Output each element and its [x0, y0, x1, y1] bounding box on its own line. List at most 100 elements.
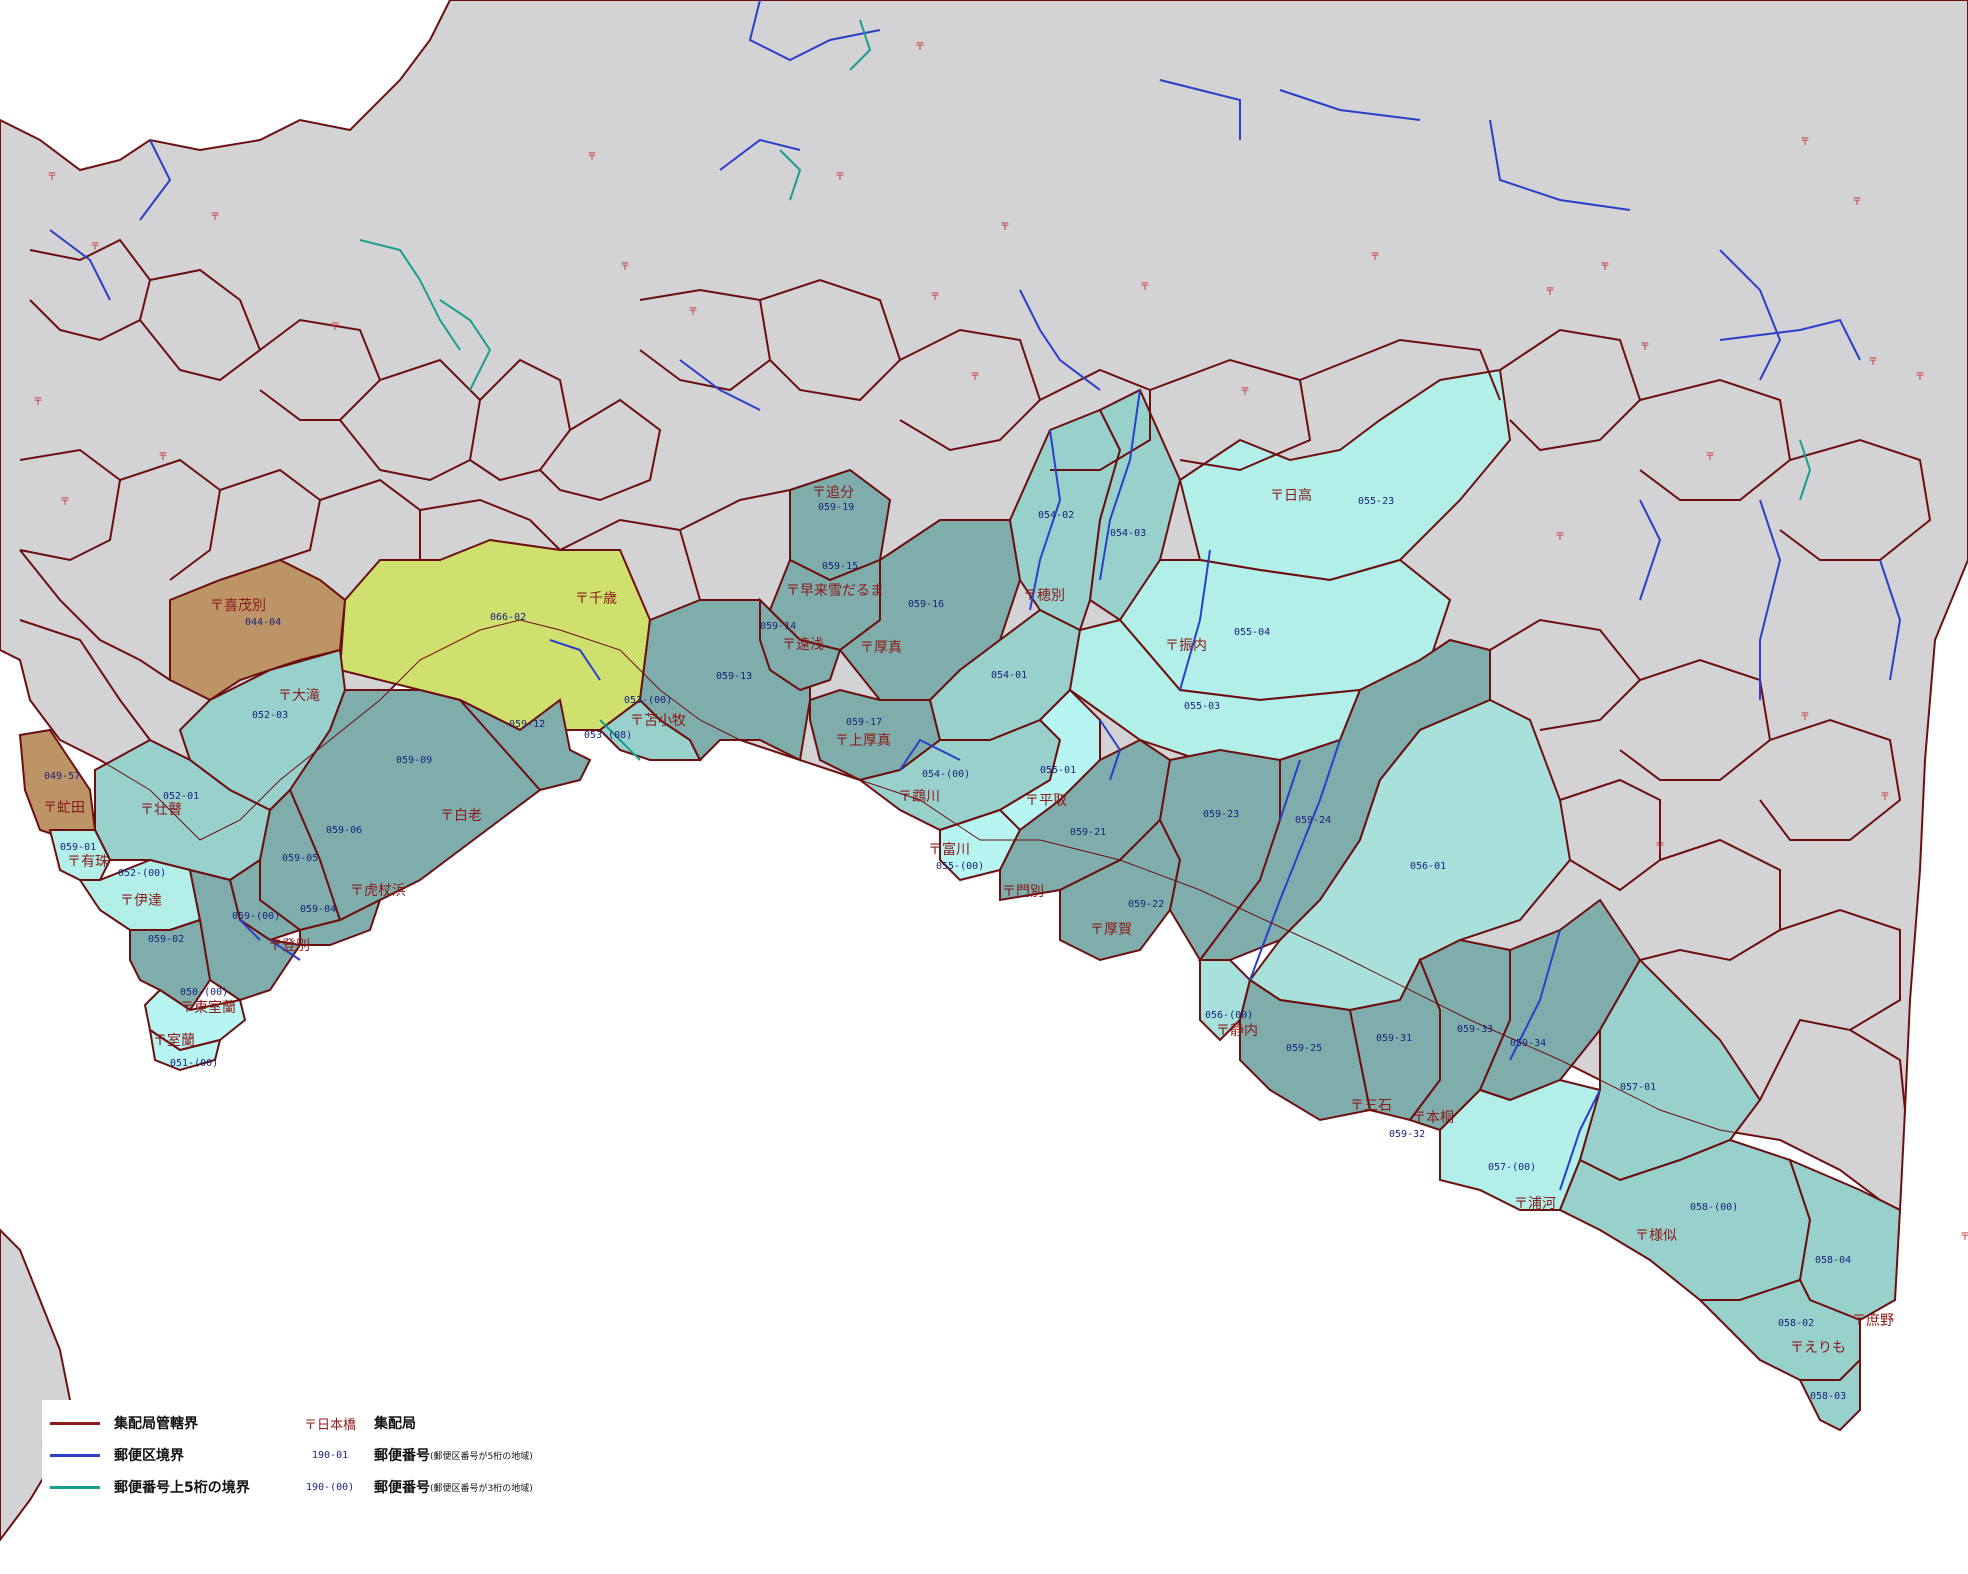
code-label: 059-34	[1510, 1038, 1546, 1049]
code-label: 059-22	[1128, 899, 1164, 910]
office-label-biratori: 〒平取	[1025, 793, 1067, 809]
svg-text:〒: 〒	[620, 262, 630, 273]
code-label: 059-01	[60, 842, 96, 853]
svg-text:〒: 〒	[915, 42, 925, 53]
svg-text:〒: 〒	[1555, 532, 1565, 543]
legend-row-postal: 郵便区境界	[50, 1442, 184, 1468]
legend-row-office: 〒日本橋 集配局	[304, 1410, 416, 1436]
postal-area-boundaries	[49, 0, 1902, 1191]
code-label: 052-(00)	[118, 868, 166, 879]
code-label: 057-(00)	[1488, 1162, 1536, 1173]
legend-postal-label: 郵便区境界	[114, 1448, 184, 1464]
code-label: 059-13	[716, 671, 752, 682]
svg-text:〒: 〒	[90, 242, 100, 253]
code-label: 055-23	[1358, 496, 1394, 507]
code-label: 053-(00)	[624, 695, 672, 706]
legend-code5-note: (郵便区番号が5桁の地域)	[430, 1451, 533, 1462]
code-label: 059-17	[846, 717, 882, 728]
code-label: 055-01	[1040, 765, 1076, 776]
svg-text:〒: 〒	[60, 497, 70, 508]
code-label: 059-31	[1376, 1033, 1412, 1044]
office-label-noboribetsu: 〒登別	[268, 938, 310, 954]
office-label-toasa: 〒遠浅	[782, 637, 824, 653]
svg-text:〒: 〒	[1915, 372, 1925, 383]
code-label: 059-21	[1070, 827, 1106, 838]
code-label: 057-01	[1620, 1082, 1656, 1093]
svg-text:〒: 〒	[1600, 262, 1610, 273]
office-label-honkiri: 〒本桐	[1412, 1110, 1454, 1126]
five-digit-boundaries	[359, 19, 1812, 761]
code-label: 058-(00)	[1690, 1202, 1738, 1213]
svg-text:〒: 〒	[47, 172, 57, 183]
code-label: 054-01	[991, 670, 1027, 681]
legend-code3-sample: 190-(00)	[306, 1481, 355, 1493]
svg-text:〒: 〒	[330, 322, 340, 333]
code-label: 058-04	[1815, 1255, 1851, 1266]
office-label-tomikawa: 〒富川	[928, 841, 970, 858]
coastline	[0, 619, 1901, 1211]
svg-text:〒: 〒	[1880, 792, 1890, 803]
svg-text:〒: 〒	[1800, 712, 1810, 723]
legend-row-code5: 190-01 郵便番号 (郵便区番号が5桁の地域)	[312, 1442, 533, 1468]
code-label: 055-(00)	[936, 861, 984, 872]
office-label-date: 〒伊達	[120, 893, 162, 909]
office-label-furenai: 〒振内	[1165, 638, 1207, 654]
svg-text:〒: 〒	[210, 212, 220, 223]
legend-code3-note: (郵便区番号が3桁の地域)	[430, 1483, 533, 1494]
legend-code3-desc: 郵便番号	[374, 1480, 430, 1496]
office-labels: 〒千歳 〒喜茂別 〒大滝 〒虻田 〒壮瞽 〒有珠 〒伊達 〒白老 〒虎杖浜 〒登…	[43, 485, 1894, 1356]
code-label: 055-03	[1184, 701, 1220, 712]
legend-row-delivery: 集配局管轄界	[50, 1410, 198, 1436]
svg-text:〒: 〒	[688, 307, 698, 318]
legend-office-sample: 〒日本橋	[304, 1417, 357, 1433]
region-051-00-muroran	[148, 1027, 222, 1072]
code-label: 059-09	[396, 755, 432, 766]
office-label-sobetsu: 〒壮瞽	[140, 802, 182, 818]
office-label-oiwake: 〒追分	[812, 485, 854, 501]
svg-text:〒: 〒	[33, 397, 43, 408]
office-label-muroran: 〒室蘭	[153, 1032, 195, 1049]
office-label-otaki: 〒大滝	[278, 688, 320, 704]
office-label-higashimuroran: 〒東室蘭	[180, 999, 236, 1016]
office-label-monbetsu: 〒門別	[1002, 884, 1044, 900]
code-label: 051-(00)	[170, 1058, 218, 1069]
svg-text:〒: 〒	[1705, 452, 1715, 463]
region-059-34	[1478, 898, 1642, 1102]
svg-text:〒: 〒	[1640, 342, 1650, 353]
office-label-atsuga: 〒厚賀	[1090, 922, 1132, 938]
code-label: 054-03	[1110, 528, 1146, 539]
code-label: 054-(00)	[922, 769, 970, 780]
legend-postal-line	[50, 1453, 100, 1457]
code-label: 059-05	[282, 853, 318, 864]
code-label: 059-24	[1295, 815, 1331, 826]
code-label: 066-02	[490, 612, 526, 623]
code-label: 059-(00)	[232, 911, 280, 922]
code-label: 052-01	[163, 791, 199, 802]
code-label: 059-33	[1457, 1024, 1493, 1035]
svg-text:〒: 〒	[1960, 1232, 1968, 1243]
region-058-02-erimo	[1697, 1278, 1861, 1381]
svg-text:〒: 〒	[1800, 137, 1810, 148]
code-label: 050-(00)	[180, 987, 228, 998]
code-label: 059-12	[509, 719, 545, 730]
office-label-kamiatsuma: 〒上厚真	[835, 733, 891, 749]
office-label-abuta: 〒虻田	[43, 800, 85, 816]
office-label-samani: 〒様似	[1635, 1228, 1677, 1244]
code-label: 054-02	[1038, 510, 1074, 521]
code-label: 055-04	[1234, 627, 1270, 638]
legend-code5-desc: 郵便番号	[374, 1448, 430, 1464]
code-label: 059-25	[1286, 1043, 1322, 1054]
code-label: 059-06	[326, 825, 362, 836]
office-label-usu: 〒有珠	[67, 854, 109, 870]
svg-text:〒: 〒	[1655, 842, 1665, 853]
legend-row-five-digit: 郵便番号上5桁の境界	[50, 1474, 250, 1500]
region-059-14-toasa	[759, 597, 842, 692]
svg-text:〒: 〒	[1240, 387, 1250, 398]
legend-office-desc: 集配局	[374, 1416, 416, 1432]
svg-text:〒: 〒	[1852, 197, 1862, 208]
code-label: 059-02	[148, 934, 184, 945]
svg-text:〒: 〒	[930, 292, 940, 303]
legend: 集配局管轄界 郵便区境界 郵便番号上5桁の境界 〒日本橋 集配局 190-01 …	[42, 1400, 564, 1530]
office-label-chitose: 〒千歳	[575, 591, 617, 607]
office-label-mukawa: 〒鵡川	[898, 789, 940, 805]
